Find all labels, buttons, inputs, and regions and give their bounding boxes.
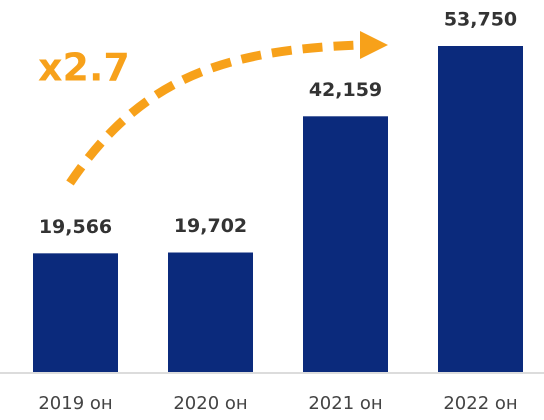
bar — [438, 46, 523, 372]
value-label: 42,159 — [309, 79, 382, 101]
x-tick-label: 2020 он — [173, 393, 247, 414]
x-tick-label: 2021 он — [308, 393, 382, 414]
x-tick-label: 2019 он — [38, 393, 112, 414]
value-label: 19,702 — [174, 215, 247, 237]
arrow-head — [360, 31, 388, 59]
trend-arrow — [66, 40, 361, 186]
bar — [303, 116, 388, 372]
bar — [168, 252, 253, 372]
bar — [33, 253, 118, 372]
value-label: 53,750 — [444, 9, 517, 31]
x-tick-label: 2022 он — [443, 393, 517, 414]
annotation: x2.7 — [38, 46, 130, 90]
value-label: 19,566 — [39, 216, 112, 238]
